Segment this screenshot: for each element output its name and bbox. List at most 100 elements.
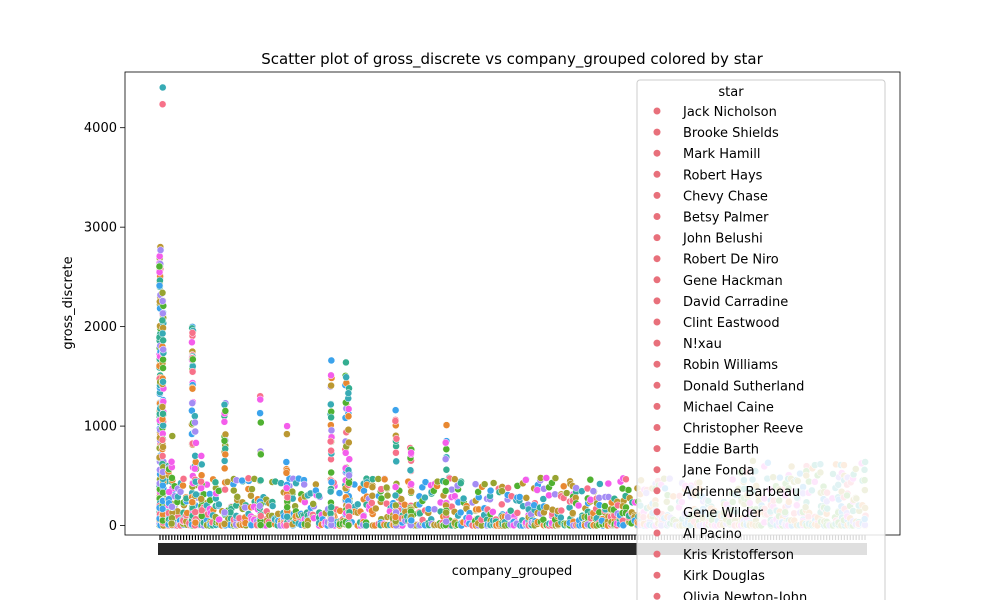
data-point bbox=[456, 508, 465, 517]
data-point bbox=[391, 491, 400, 500]
data-point bbox=[559, 482, 568, 491]
data-point bbox=[406, 466, 415, 475]
legend-entry-label: N!xau bbox=[683, 337, 722, 352]
data-point bbox=[220, 437, 229, 445]
data-point bbox=[471, 480, 480, 488]
data-point bbox=[533, 486, 541, 494]
legend-marker bbox=[653, 213, 661, 220]
data-point bbox=[327, 426, 336, 435]
data-point bbox=[392, 449, 400, 457]
data-point bbox=[442, 478, 450, 486]
legend-entry-label: John Belushi bbox=[682, 232, 763, 247]
data-point bbox=[159, 309, 167, 318]
data-point bbox=[179, 475, 188, 483]
data-point bbox=[382, 483, 391, 492]
data-point bbox=[562, 489, 571, 497]
data-point bbox=[159, 345, 167, 354]
legend-title: star bbox=[718, 85, 744, 100]
data-point bbox=[327, 446, 335, 455]
data-point bbox=[568, 509, 577, 517]
data-point bbox=[407, 516, 416, 525]
data-point bbox=[392, 457, 400, 466]
data-point bbox=[522, 476, 530, 484]
data-point bbox=[159, 336, 167, 345]
data-point bbox=[221, 450, 230, 459]
data-point bbox=[513, 509, 522, 517]
data-point bbox=[158, 505, 167, 513]
y-tick-label: 2000 bbox=[84, 320, 117, 335]
data-point bbox=[233, 493, 242, 501]
data-point bbox=[220, 464, 229, 473]
data-point bbox=[383, 491, 392, 500]
data-point bbox=[522, 494, 531, 502]
data-point bbox=[601, 502, 609, 510]
legend-entry-label: Christopher Reeve bbox=[683, 422, 803, 437]
data-point bbox=[374, 475, 383, 483]
legend-marker bbox=[653, 128, 661, 136]
data-point bbox=[158, 436, 167, 444]
data-point bbox=[586, 475, 595, 484]
data-point bbox=[220, 520, 229, 528]
data-point bbox=[191, 412, 199, 420]
data-point bbox=[442, 517, 450, 526]
data-point bbox=[248, 485, 256, 493]
data-point bbox=[430, 505, 439, 514]
data-point bbox=[486, 486, 495, 495]
data-point bbox=[397, 495, 406, 503]
legend-marker bbox=[653, 445, 661, 453]
data-point bbox=[158, 452, 167, 460]
data-point bbox=[159, 410, 167, 418]
legend-entry-label: Robin Williams bbox=[683, 358, 778, 373]
data-point bbox=[421, 493, 429, 502]
data-point bbox=[155, 262, 164, 271]
legend-marker bbox=[653, 592, 661, 600]
legend-marker bbox=[653, 550, 661, 558]
data-point bbox=[327, 400, 335, 409]
data-point bbox=[380, 475, 389, 484]
legend-marker bbox=[653, 170, 661, 178]
y-tick-label: 4000 bbox=[84, 121, 117, 136]
data-point bbox=[327, 371, 335, 380]
legend-marker bbox=[653, 529, 661, 537]
data-point bbox=[391, 483, 400, 491]
data-point bbox=[557, 513, 565, 522]
data-point bbox=[158, 316, 167, 325]
data-point bbox=[283, 503, 291, 511]
data-point bbox=[158, 403, 167, 411]
data-point bbox=[450, 475, 459, 483]
data-point bbox=[377, 494, 386, 503]
data-point bbox=[238, 476, 246, 485]
data-point bbox=[392, 434, 401, 443]
data-point bbox=[191, 418, 199, 427]
data-point bbox=[480, 480, 489, 488]
data-point bbox=[442, 465, 451, 474]
data-point bbox=[197, 495, 205, 503]
data-point bbox=[206, 490, 214, 498]
data-point bbox=[327, 356, 336, 365]
data-point bbox=[353, 500, 362, 509]
data-point bbox=[158, 100, 167, 108]
data-point bbox=[441, 438, 450, 447]
data-point bbox=[158, 83, 167, 92]
legend-marker bbox=[653, 318, 661, 326]
data-point bbox=[498, 487, 506, 495]
legend-entry-label: Brooke Shields bbox=[683, 126, 779, 141]
data-point bbox=[372, 504, 380, 513]
data-point bbox=[604, 479, 613, 488]
data-point bbox=[596, 480, 604, 488]
data-point bbox=[326, 437, 335, 446]
data-point bbox=[344, 521, 353, 530]
data-point bbox=[344, 412, 353, 421]
data-point bbox=[188, 367, 197, 376]
data-point bbox=[197, 471, 206, 479]
data-point bbox=[220, 457, 229, 465]
data-point bbox=[459, 494, 468, 503]
data-point bbox=[489, 508, 497, 516]
data-point bbox=[211, 478, 220, 487]
data-point bbox=[327, 503, 335, 511]
data-point bbox=[342, 358, 350, 367]
data-point bbox=[327, 515, 336, 524]
legend-marker bbox=[653, 234, 661, 242]
data-point bbox=[557, 506, 566, 515]
